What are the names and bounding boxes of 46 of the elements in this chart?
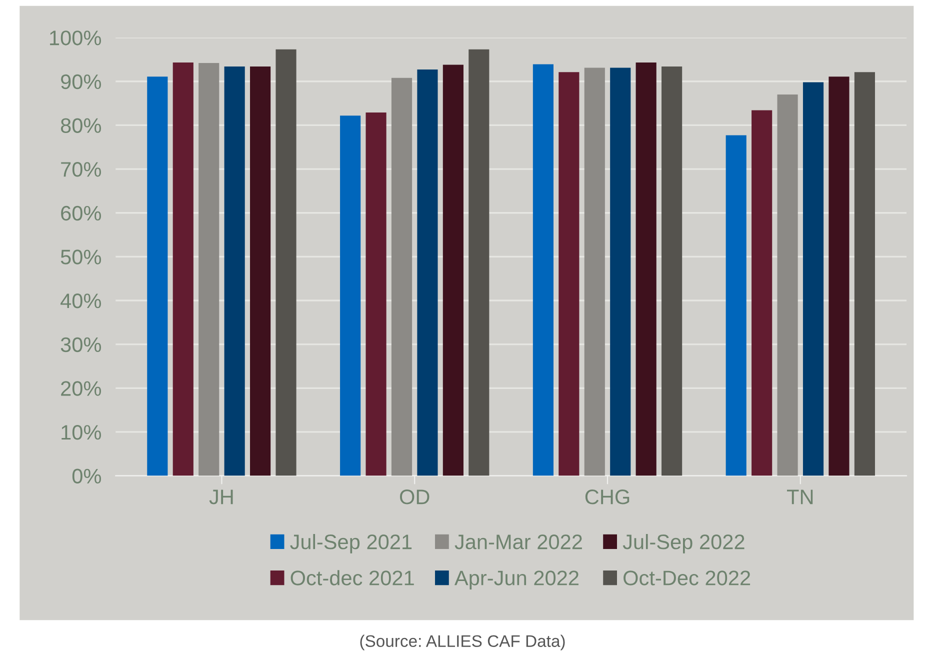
bar [198,62,220,476]
y-tick-label: 40% [60,294,101,308]
x-tick-label: JH [209,490,233,504]
x-tick-label: OD [400,490,430,504]
y-tick-label: 0% [72,468,101,484]
bar [777,94,798,476]
x-tick-label: CHG [585,490,630,504]
bar [391,78,412,476]
y-tick-label: 60% [61,206,101,221]
bar [147,76,168,476]
bar [636,62,656,476]
bar [468,49,490,476]
bar [366,112,386,476]
legend-label: Jul-Sep 2021 [290,534,412,554]
bar [610,68,631,476]
bar [584,68,605,476]
bar [558,72,580,476]
y-tick-label: 20% [61,381,101,396]
bar [172,62,194,476]
bar [224,66,245,476]
bar [662,66,682,476]
y-tick-label: 10% [62,424,101,440]
bar [726,135,746,476]
y-tick-label: 100% [50,30,101,46]
legend-label: Oct-dec 2021 [290,570,414,586]
bar [752,110,772,476]
bar [802,82,824,476]
y-tick-label: 80% [60,118,101,133]
y-tick-label: 90% [61,74,101,90]
y-tick-label: 30% [60,337,101,352]
text: (Source: ALLIES CAF Data) [360,634,565,650]
bar [276,49,296,476]
legend-label: Oct-Dec 2022 [624,570,750,586]
legend-label: Apr-Jun 2022 [454,570,578,590]
bar [854,72,875,476]
legend-label: Jan-Mar 2022 [454,534,582,550]
bar [340,116,361,476]
bar [828,76,850,476]
y-tick-label: 70% [61,162,101,177]
bar [532,64,554,476]
bar [442,64,464,476]
legend-label: Jul-Sep 2022 [622,534,744,554]
bar [250,66,271,476]
x-tick-label: TN [786,490,813,504]
y-tick-label: 50% [60,250,101,264]
bar [417,70,438,476]
